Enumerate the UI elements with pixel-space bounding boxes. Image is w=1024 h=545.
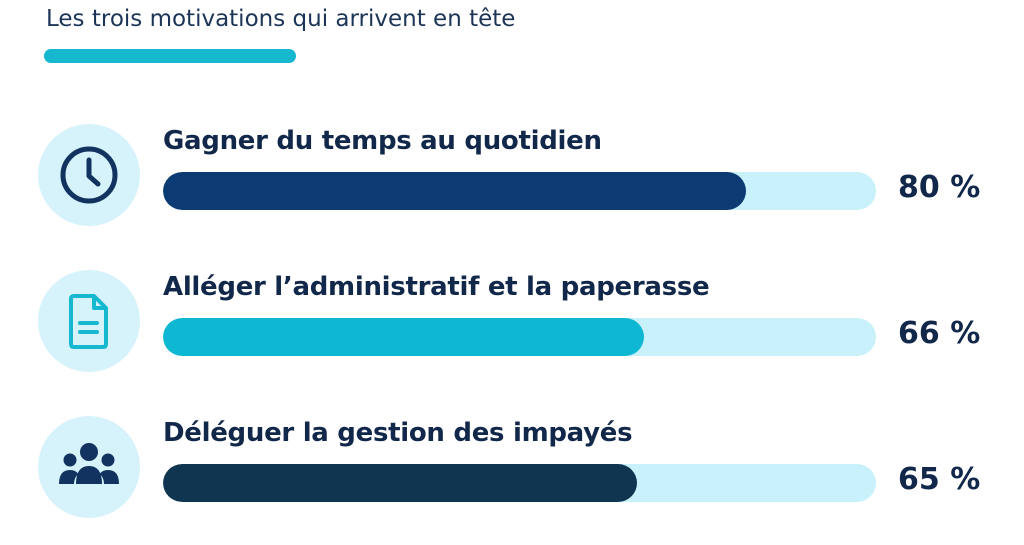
bar-fill	[163, 318, 645, 356]
icon-circle	[38, 270, 140, 372]
clock-icon	[60, 146, 118, 204]
bar-value-label: 65 %	[898, 462, 981, 497]
document-icon	[69, 294, 108, 349]
icon-circle	[38, 124, 140, 226]
bar-row-3: Déléguer la gestion des impayés 65 %	[0, 416, 1024, 526]
bar-track	[163, 172, 876, 210]
bar-fill	[163, 464, 637, 502]
chart-title: Les trois motivations qui arrivent en tê…	[46, 6, 516, 32]
bar-fill	[163, 172, 747, 210]
bar-row-1: Gagner du temps au quotidien 80 %	[0, 124, 1024, 234]
bar-label: Alléger l’administratif et la paperasse	[163, 272, 710, 302]
icon-circle	[38, 416, 140, 518]
bar-track	[163, 318, 876, 356]
bar-label: Gagner du temps au quotidien	[163, 126, 602, 156]
title-underline	[44, 49, 296, 63]
bar-value-label: 80 %	[898, 170, 981, 205]
group-icon	[59, 443, 119, 484]
bar-value-label: 66 %	[898, 316, 981, 351]
bar-track	[163, 464, 876, 502]
bar-label: Déléguer la gestion des impayés	[163, 418, 633, 448]
bar-row-2: Alléger l’administratif et la paperasse …	[0, 270, 1024, 380]
